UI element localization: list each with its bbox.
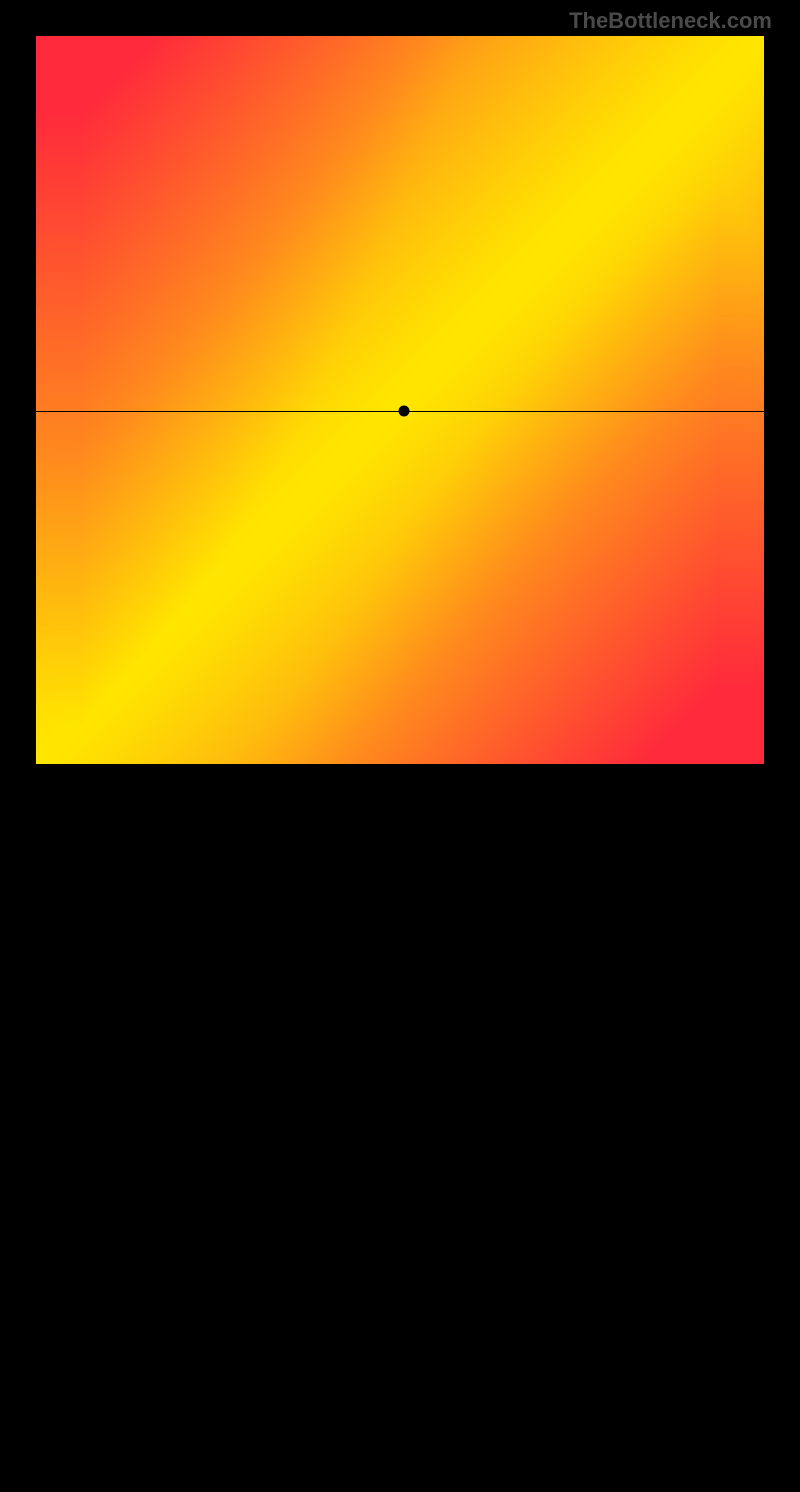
watermark-text: TheBottleneck.com: [569, 8, 772, 34]
crosshair-marker: [398, 405, 409, 416]
bottleneck-heatmap: [36, 36, 764, 764]
heatmap-canvas: [36, 36, 764, 764]
crosshair-vertical: [404, 764, 405, 1492]
